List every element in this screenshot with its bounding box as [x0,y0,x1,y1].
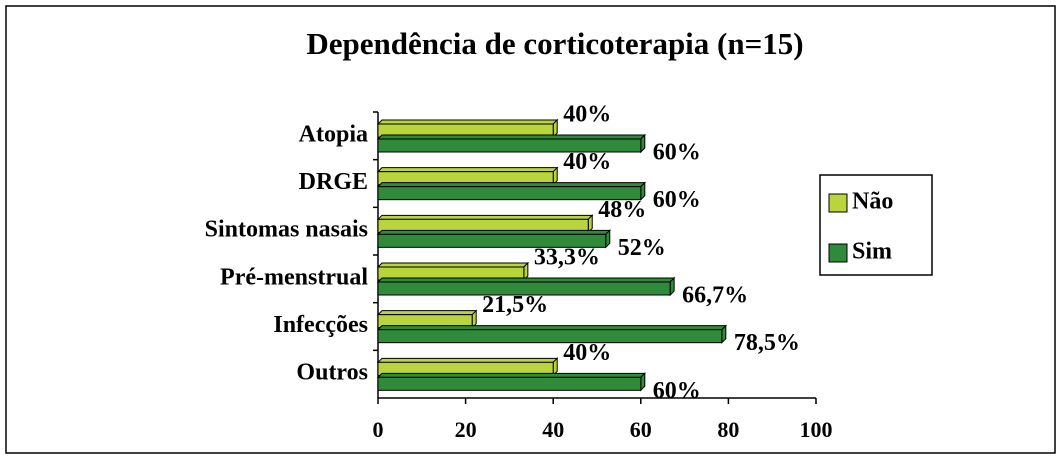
bar-top [376,277,676,283]
bar-top [376,229,611,235]
x-tick-label: 100 [800,417,833,442]
legend-label: Não [852,189,893,215]
bar-top [376,372,647,378]
y-tick-label: Outros [296,360,368,386]
value-label: 48% [598,197,646,223]
bar-top [376,214,594,220]
bar-top [376,182,647,188]
legend-swatch [828,193,848,213]
value-label: 66,7% [682,283,748,309]
x-tick-label: 60 [630,417,652,442]
value-label: 60% [653,187,701,213]
y-tick-label: Pré-menstrual [220,264,368,290]
x-tick-label: 40 [542,417,564,442]
bar-top [376,167,559,173]
value-label: 40% [563,340,611,366]
bar [377,329,723,344]
value-label: 52% [618,235,666,261]
y-tick-label: DRGE [299,169,368,195]
legend-label: Sim [852,239,892,265]
y-tick-label: Sintomas nasais [205,217,368,243]
bar-top [376,357,559,363]
y-tick-label: Infecções [273,312,368,338]
value-label: 60% [653,378,701,404]
y-tick-label: Atopia [299,121,368,147]
bar-top [376,119,559,125]
value-label: 21,5% [482,292,548,318]
bar [377,138,642,153]
bar-top [376,262,530,268]
value-label: 40% [563,102,611,128]
bar-top [376,310,478,316]
chart-title: Dependência de corticoterapia (n=15) [306,26,803,61]
bar [377,186,642,201]
value-label: 33,3% [534,245,600,271]
x-tick-label: 20 [455,417,477,442]
bar-top [376,325,728,331]
bar [377,376,642,391]
value-label: 78,5% [734,330,800,356]
bar [377,233,607,248]
x-tick-label: 0 [373,417,384,442]
legend-swatch [828,243,848,263]
value-label: 40% [563,149,611,175]
x-tick-label: 80 [717,417,739,442]
bar-top [376,134,647,140]
value-label: 60% [653,140,701,166]
bar [377,281,671,296]
